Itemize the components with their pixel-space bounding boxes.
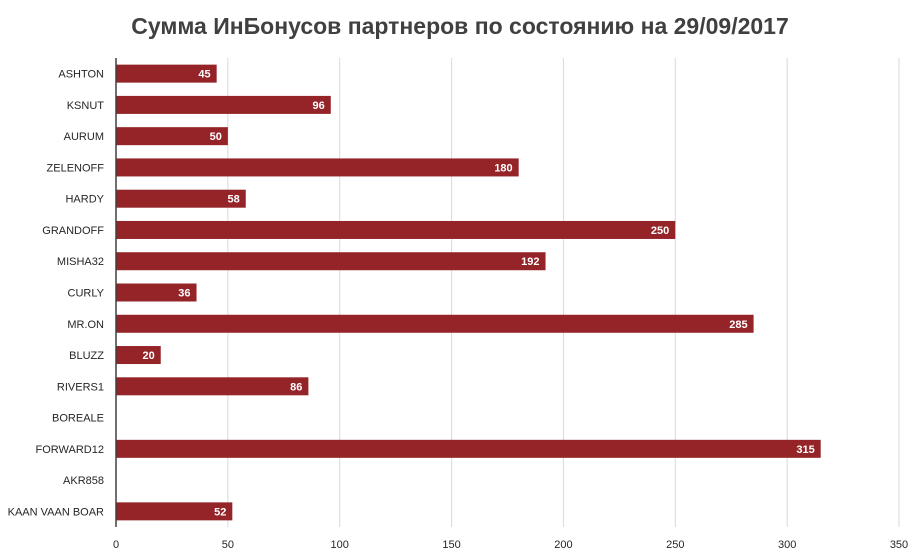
bar [116,158,519,177]
bar [116,314,754,333]
category-label: AURUM [64,131,104,143]
bar [116,189,246,208]
x-tick-label: 200 [554,539,572,551]
category-label: AKR858 [63,475,104,487]
data-label: 192 [521,256,539,268]
category-label: FORWARD12 [36,444,104,456]
bar [116,377,309,396]
x-tick-label: 50 [222,539,234,551]
category-label: ZELENOFF [47,162,105,174]
category-label: BLUZZ [69,350,104,362]
data-label: 96 [313,100,325,112]
data-label: 52 [214,506,226,518]
category-label: GRANDOFF [42,225,104,237]
bar [116,95,331,114]
x-tick-labels: 0 50 100 150 200 250 300 350 [113,539,908,551]
category-label: HARDY [65,194,104,206]
category-label: ASHTON [58,69,104,81]
bar [116,502,233,521]
data-label: 50 [210,131,222,143]
data-label: 285 [729,319,747,331]
data-label: 20 [142,350,154,362]
x-tick-label: 0 [113,539,119,551]
category-label: MR.ON [67,319,104,331]
data-label: 36 [178,288,190,300]
bar [116,439,821,458]
category-label: RIVERS1 [57,381,104,393]
chart-title: Сумма ИнБонусов партнеров по состоянию н… [131,13,789,39]
bar [116,64,217,83]
x-tick-label: 100 [331,539,349,551]
bars [116,64,821,521]
category-labels: ASHTON KSNUT AURUM ZELENOFF HARDY GRANDOFF MIS… [8,69,105,519]
data-label: 86 [290,381,302,393]
data-labels: 45 96 50 180 58 250 192 36 285 20 86 315 52 [142,69,814,519]
bar [116,252,546,271]
bar [116,127,228,146]
category-label: KSNUT [67,100,105,112]
x-tick-label: 150 [442,539,460,551]
category-label: CURLY [68,288,105,300]
x-tick-label: 250 [666,539,684,551]
bar [116,220,676,239]
category-label: KAAN VAAN BOAR [8,506,104,518]
data-label: 180 [494,162,512,174]
x-tick-label: 350 [890,539,908,551]
bar [116,283,197,302]
category-label: BOREALE [52,413,104,425]
bar [116,346,161,365]
category-label: MISHA32 [57,256,104,268]
grid-lines [227,58,900,527]
x-tick-label: 300 [778,539,796,551]
data-label: 58 [228,194,240,206]
data-label: 315 [796,444,814,456]
data-label: 45 [198,69,210,81]
data-label: 250 [651,225,669,237]
